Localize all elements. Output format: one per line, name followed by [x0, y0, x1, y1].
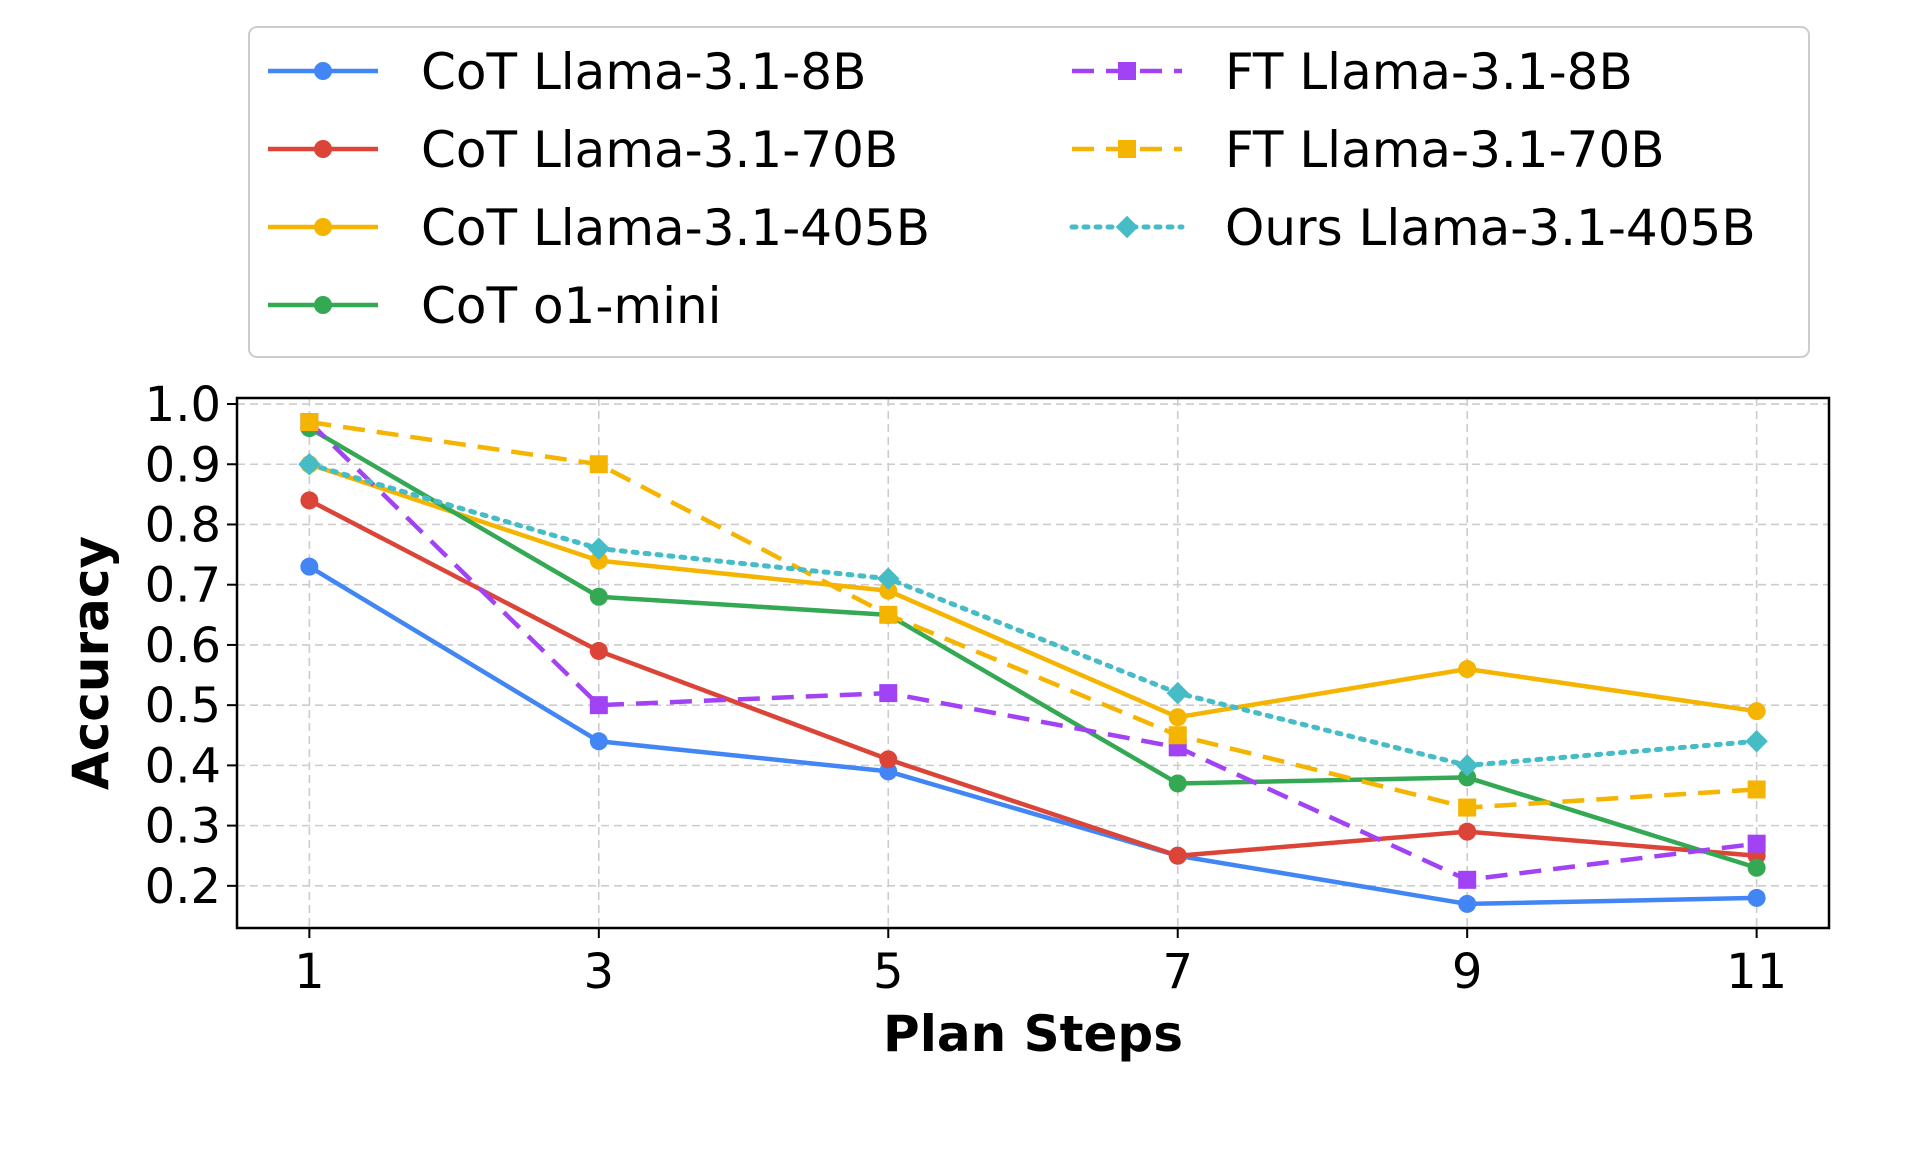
legend-marker: [314, 140, 332, 158]
legend-entry: CoT o1-mini: [268, 277, 722, 335]
data-point: [877, 567, 900, 590]
data-point: [1168, 708, 1187, 727]
data-point: [1455, 754, 1479, 777]
series-4: [300, 413, 1766, 889]
legend-entry: FT Llama-3.1-8B: [1072, 43, 1633, 101]
legend-entry: FT Llama-3.1-70B: [1072, 121, 1665, 179]
y-tick-label: 0.5: [145, 678, 221, 734]
series-5: [300, 413, 1766, 817]
data-point: [1458, 768, 1477, 787]
data-point: [1747, 858, 1766, 877]
y-tick-label: 0.4: [145, 738, 221, 794]
series-1: [300, 491, 1766, 865]
data-point: [879, 684, 898, 703]
series-line: [308, 564, 1757, 907]
series-line: [308, 462, 1757, 720]
legend-label: CoT Llama-3.1-8B: [421, 43, 866, 101]
y-tick-label: 0.9: [145, 437, 221, 493]
y-tick-label: 0.3: [145, 799, 221, 855]
x-tick-label: 7: [1162, 944, 1193, 1000]
data-point: [1458, 798, 1477, 817]
series-line: [309, 419, 1757, 810]
legend-label: FT Llama-3.1-8B: [1225, 43, 1633, 101]
data-point: [298, 453, 321, 476]
data-point: [1747, 834, 1766, 853]
legend-marker: [314, 296, 332, 314]
plot-area-frame: [235, 396, 1831, 930]
legend-label: Ours Llama-3.1-405B: [1225, 199, 1756, 257]
data-point: [1168, 846, 1187, 865]
data-point: [1168, 774, 1187, 793]
data-point: [1458, 822, 1477, 841]
data-point: [879, 605, 898, 624]
x-tick-label: 5: [873, 944, 904, 1000]
y-tick-label: 0.2: [145, 859, 221, 915]
legend-marker: [314, 62, 332, 80]
series-line: [306, 461, 1760, 768]
legend-label: FT Llama-3.1-70B: [1225, 121, 1665, 179]
legend-label: CoT o1-mini: [421, 277, 722, 335]
x-tick-label: 11: [1726, 944, 1787, 1000]
series-layer: [298, 413, 1768, 913]
legend-entry: Ours Llama-3.1-405B: [1069, 199, 1756, 257]
legend-marker: [1115, 215, 1139, 239]
legend-label: CoT Llama-3.1-405B: [421, 199, 930, 257]
legend: CoT Llama-3.1-8B CoT Llama-3.1-70B CoT Lla…: [268, 43, 1756, 335]
y-axis: 0.20.30.40.50.60.70.80.91.0: [145, 377, 237, 915]
legend-label: CoT Llama-3.1-70B: [421, 121, 898, 179]
data-point: [1747, 888, 1766, 907]
data-point: [589, 641, 608, 660]
x-axis-title: Plan Steps: [883, 1005, 1183, 1063]
y-tick-label: 1.0: [145, 377, 221, 433]
data-point: [587, 537, 611, 560]
x-axis: 1 3 5 7 9 11: [294, 928, 1787, 1000]
data-point: [1166, 681, 1189, 705]
data-point: [1458, 870, 1477, 889]
data-point: [1745, 730, 1768, 753]
data-point: [879, 581, 898, 600]
legend-entry: CoT Llama-3.1-70B: [268, 121, 898, 179]
data-point: [1458, 894, 1477, 913]
x-tick-label: 1: [294, 944, 325, 1000]
data-point: [300, 491, 319, 510]
data-point: [1747, 702, 1766, 721]
y-axis-title: Accuracy: [62, 536, 120, 790]
data-point: [300, 557, 319, 576]
series-2: [300, 455, 1766, 727]
x-tick-label: 9: [1452, 944, 1483, 1000]
data-point: [879, 750, 898, 769]
y-tick-label: 0.7: [145, 558, 221, 614]
data-point: [589, 551, 608, 570]
y-tick-label: 0.8: [145, 497, 221, 553]
data-point: [1747, 780, 1766, 799]
data-point: [589, 696, 608, 715]
legend-entry: CoT Llama-3.1-8B: [268, 43, 866, 101]
data-point: [300, 413, 319, 432]
legend-box: [248, 26, 1810, 358]
legend-marker: [1118, 62, 1136, 80]
x-tick-label: 3: [584, 944, 615, 1000]
data-point: [589, 455, 608, 474]
y-tick-label: 0.6: [145, 618, 221, 674]
data-point: [589, 587, 608, 606]
series-6: [298, 453, 1768, 777]
grid: [237, 398, 1829, 928]
series-line: [307, 420, 1757, 883]
legend-entry: CoT Llama-3.1-405B: [268, 199, 930, 257]
data-point: [1458, 660, 1477, 679]
legend-marker: [1118, 140, 1136, 158]
series-line: [308, 426, 1758, 870]
series-line: [308, 498, 1757, 858]
data-point: [589, 732, 608, 751]
legend-marker: [314, 218, 332, 236]
data-point: [1168, 726, 1187, 745]
